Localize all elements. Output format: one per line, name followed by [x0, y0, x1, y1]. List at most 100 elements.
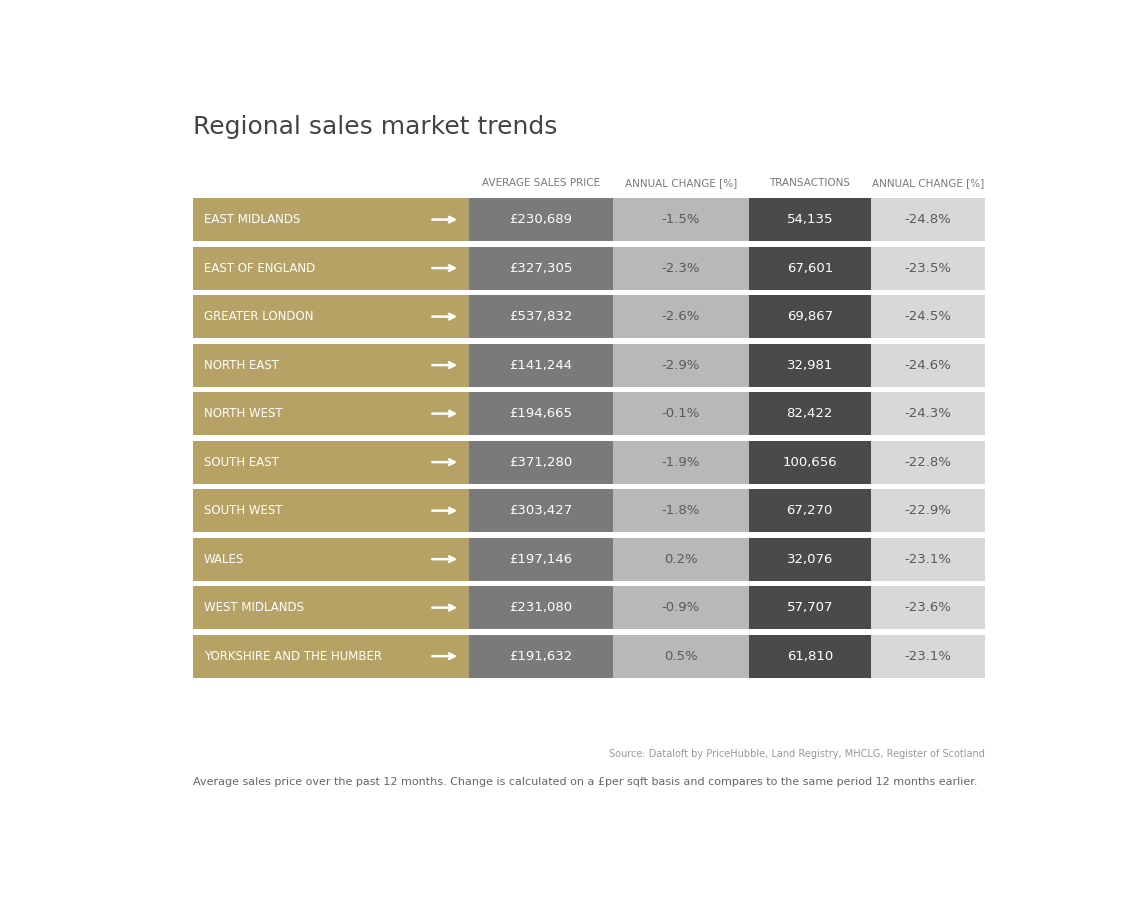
Text: GREATER LONDON: GREATER LONDON — [204, 310, 314, 323]
Text: 67,270: 67,270 — [786, 504, 832, 518]
Text: 54,135: 54,135 — [786, 213, 832, 226]
Text: Average sales price over the past 12 months. Change is calculated on a £per sqft: Average sales price over the past 12 mon… — [194, 777, 978, 787]
Bar — [871, 247, 985, 290]
Bar — [194, 490, 469, 532]
Bar — [469, 392, 614, 435]
Text: -23.1%: -23.1% — [905, 650, 951, 662]
Text: -24.3%: -24.3% — [905, 407, 951, 420]
Bar — [749, 586, 871, 629]
Bar — [194, 537, 469, 580]
Bar — [749, 392, 871, 435]
Bar — [194, 295, 469, 338]
Text: ANNUAL CHANGE [%]: ANNUAL CHANGE [%] — [625, 177, 737, 188]
Bar — [871, 392, 985, 435]
Bar — [614, 441, 749, 483]
Bar — [749, 441, 871, 483]
Text: £191,632: £191,632 — [510, 650, 573, 662]
Bar — [749, 344, 871, 387]
Text: NORTH WEST: NORTH WEST — [204, 407, 283, 420]
Bar — [614, 634, 749, 678]
Bar — [614, 490, 749, 532]
Bar — [749, 295, 871, 338]
Bar — [194, 586, 469, 629]
Text: £141,244: £141,244 — [510, 358, 573, 372]
Bar — [871, 586, 985, 629]
Text: -0.9%: -0.9% — [662, 601, 700, 614]
Text: -23.6%: -23.6% — [905, 601, 951, 614]
Bar — [614, 586, 749, 629]
Bar — [749, 490, 871, 532]
Text: SOUTH EAST: SOUTH EAST — [204, 455, 279, 469]
Text: 32,076: 32,076 — [786, 553, 832, 565]
Bar — [194, 198, 469, 241]
Bar — [871, 198, 985, 241]
Bar — [614, 198, 749, 241]
Text: £231,080: £231,080 — [510, 601, 573, 614]
Bar — [469, 295, 614, 338]
Text: 0.2%: 0.2% — [664, 553, 697, 565]
Text: £194,665: £194,665 — [510, 407, 572, 420]
Bar — [749, 198, 871, 241]
Bar — [871, 295, 985, 338]
Bar — [614, 344, 749, 387]
Text: SOUTH WEST: SOUTH WEST — [204, 504, 282, 518]
Text: EAST MIDLANDS: EAST MIDLANDS — [204, 213, 300, 226]
Bar — [194, 441, 469, 483]
Text: NORTH EAST: NORTH EAST — [204, 358, 279, 372]
Text: 61,810: 61,810 — [786, 650, 832, 662]
Text: WEST MIDLANDS: WEST MIDLANDS — [204, 601, 303, 614]
Text: WALES: WALES — [204, 553, 244, 565]
Text: -24.8%: -24.8% — [905, 213, 951, 226]
Text: £327,305: £327,305 — [509, 262, 573, 274]
Bar — [871, 537, 985, 580]
Bar — [749, 247, 871, 290]
Text: £371,280: £371,280 — [510, 455, 573, 469]
Bar — [469, 344, 614, 387]
Text: 32,981: 32,981 — [786, 358, 832, 372]
Text: -22.9%: -22.9% — [905, 504, 951, 518]
Text: AVERAGE SALES PRICE: AVERAGE SALES PRICE — [482, 177, 600, 188]
Text: £230,689: £230,689 — [510, 213, 572, 226]
Text: £303,427: £303,427 — [510, 504, 573, 518]
Text: 82,422: 82,422 — [786, 407, 832, 420]
Bar — [614, 537, 749, 580]
Bar — [469, 586, 614, 629]
Bar — [749, 537, 871, 580]
Bar — [871, 344, 985, 387]
Text: -1.8%: -1.8% — [662, 504, 700, 518]
Bar — [469, 441, 614, 483]
Bar — [871, 490, 985, 532]
Bar — [469, 490, 614, 532]
Text: -0.1%: -0.1% — [662, 407, 700, 420]
Bar — [614, 247, 749, 290]
Bar — [871, 634, 985, 678]
Text: TRANSACTIONS: TRANSACTIONS — [769, 177, 851, 188]
Text: Regional sales market trends: Regional sales market trends — [194, 115, 558, 140]
Text: 69,867: 69,867 — [786, 310, 832, 323]
Text: -2.3%: -2.3% — [661, 262, 700, 274]
Text: £197,146: £197,146 — [510, 553, 573, 565]
Bar — [194, 634, 469, 678]
Text: £537,832: £537,832 — [509, 310, 573, 323]
Text: 57,707: 57,707 — [786, 601, 832, 614]
Text: -24.5%: -24.5% — [905, 310, 951, 323]
Bar — [469, 247, 614, 290]
Text: -2.6%: -2.6% — [662, 310, 700, 323]
Text: -1.9%: -1.9% — [662, 455, 700, 469]
Text: 0.5%: 0.5% — [664, 650, 697, 662]
Text: 67,601: 67,601 — [786, 262, 832, 274]
Bar — [194, 392, 469, 435]
Bar — [194, 247, 469, 290]
Text: EAST OF ENGLAND: EAST OF ENGLAND — [204, 262, 315, 274]
Text: -2.9%: -2.9% — [662, 358, 700, 372]
Text: 100,656: 100,656 — [783, 455, 837, 469]
Text: YORKSHIRE AND THE HUMBER: YORKSHIRE AND THE HUMBER — [204, 650, 382, 662]
Text: ANNUAL CHANGE [%]: ANNUAL CHANGE [%] — [872, 177, 984, 188]
Bar — [469, 634, 614, 678]
Bar — [749, 634, 871, 678]
Text: -24.6%: -24.6% — [905, 358, 951, 372]
Bar — [469, 537, 614, 580]
Bar — [614, 295, 749, 338]
Bar — [614, 392, 749, 435]
Text: -23.1%: -23.1% — [905, 553, 951, 565]
